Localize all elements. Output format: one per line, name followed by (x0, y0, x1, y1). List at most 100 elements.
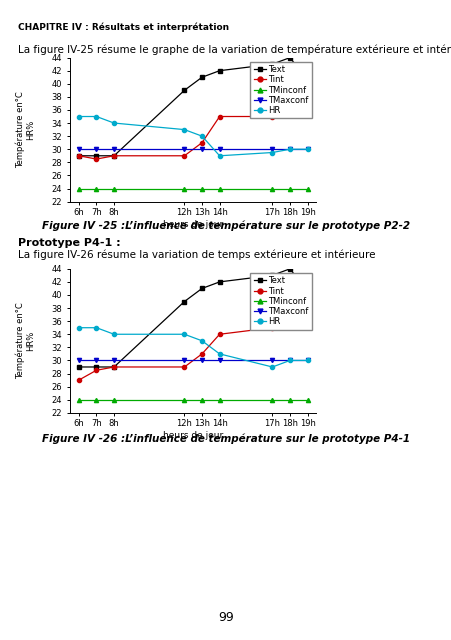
TMinconf (181, 185, 187, 193)
Text: (17, 43): (17, 43) (269, 60, 275, 68)
Tint (181, 152, 187, 159)
TMinconf (216, 185, 222, 193)
Text: (19, 40.5): (19, 40.5) (304, 288, 310, 296)
HR (93, 324, 99, 332)
TMaxconf (199, 356, 204, 364)
Text: (6, 29): (6, 29) (76, 152, 81, 159)
Text: Figure IV -25 :L’influence de température sur le prototype P2-2: Figure IV -25 :L’influence de températur… (42, 221, 409, 231)
Tint (287, 321, 292, 328)
Tint (93, 367, 99, 374)
Text: (8, 29): (8, 29) (111, 363, 116, 371)
TMaxconf (199, 145, 204, 153)
HR (269, 363, 275, 371)
Text: (14, 42): (14, 42) (216, 278, 222, 285)
Text: (14, 42): (14, 42) (216, 67, 222, 74)
Line: TMaxconf: TMaxconf (77, 358, 309, 362)
Line: HR: HR (77, 115, 309, 158)
Tint (304, 321, 310, 328)
Tint (76, 376, 81, 384)
TMaxconf (111, 145, 116, 153)
HR (111, 330, 116, 338)
Legend: Text, Tint, TMinconf, TMaxconf, HR: Text, Tint, TMinconf, TMaxconf, HR (250, 273, 312, 330)
TMaxconf (287, 145, 292, 153)
Line: HR: HR (77, 326, 309, 369)
Tint (269, 113, 275, 120)
TMinconf (269, 396, 275, 404)
HR (287, 145, 292, 153)
X-axis label: heurs de jour: heurs de jour (163, 431, 223, 440)
TMaxconf (216, 356, 222, 364)
Text: (18, 44): (18, 44) (287, 54, 292, 61)
TMaxconf (216, 145, 222, 153)
Text: (12, 39): (12, 39) (181, 86, 187, 94)
HR (76, 113, 81, 120)
Tint (76, 152, 81, 159)
Tint (304, 109, 310, 117)
TMaxconf (111, 356, 116, 364)
Text: (17, 43): (17, 43) (269, 271, 275, 279)
HR (287, 356, 292, 364)
Line: Text: Text (77, 267, 309, 369)
Tint (216, 113, 222, 120)
Y-axis label: Température en°C
HR%: Température en°C HR% (16, 92, 36, 168)
Text: (12, 39): (12, 39) (181, 298, 187, 305)
Text: Prototype P4-1 :: Prototype P4-1 : (18, 238, 120, 248)
TMinconf (287, 396, 292, 404)
Tint (93, 156, 99, 163)
TMinconf (93, 396, 99, 404)
Tint (199, 139, 204, 147)
Legend: Text, Tint, TMinconf, TMaxconf, HR: Text, Tint, TMinconf, TMaxconf, HR (250, 62, 312, 118)
Line: TMaxconf: TMaxconf (77, 147, 309, 151)
Tint (287, 109, 292, 117)
TMaxconf (93, 145, 99, 153)
Text: (7, 29): (7, 29) (93, 152, 99, 159)
TMinconf (304, 396, 310, 404)
HR (181, 330, 187, 338)
TMinconf (76, 396, 81, 404)
Text: (7, 29): (7, 29) (93, 363, 99, 371)
Line: Tint: Tint (77, 111, 309, 161)
HR (216, 350, 222, 358)
TMaxconf (287, 356, 292, 364)
Line: TMinconf: TMinconf (77, 186, 309, 191)
TMaxconf (76, 145, 81, 153)
TMaxconf (76, 356, 81, 364)
Text: (6, 29): (6, 29) (76, 363, 81, 371)
Tint (111, 152, 116, 159)
Text: (18, 44): (18, 44) (287, 265, 292, 273)
HR (304, 356, 310, 364)
Text: (8, 29): (8, 29) (111, 152, 116, 159)
HR (269, 148, 275, 156)
TMinconf (216, 396, 222, 404)
Tint (269, 324, 275, 332)
Tint (181, 363, 187, 371)
TMaxconf (304, 145, 310, 153)
Y-axis label: Température en°C
HR%: Température en°C HR% (16, 303, 36, 379)
TMinconf (287, 185, 292, 193)
TMinconf (93, 185, 99, 193)
Text: CHAPITRE IV : Résultats et interprétation: CHAPITRE IV : Résultats et interprétatio… (18, 22, 229, 32)
HR (93, 113, 99, 120)
Text: La figure IV-26 résume la variation de temps extérieure et intérieure: La figure IV-26 résume la variation de t… (18, 250, 375, 260)
TMaxconf (269, 145, 275, 153)
Line: TMinconf: TMinconf (77, 397, 309, 402)
Line: Tint: Tint (77, 323, 309, 382)
TMinconf (76, 185, 81, 193)
HR (111, 119, 116, 127)
TMinconf (199, 396, 204, 404)
TMaxconf (304, 356, 310, 364)
TMinconf (199, 185, 204, 193)
Text: (13, 41): (13, 41) (199, 74, 204, 81)
HR (199, 132, 204, 140)
Line: Text: Text (77, 56, 309, 158)
Tint (111, 363, 116, 371)
HR (199, 337, 204, 344)
TMinconf (111, 396, 116, 404)
TMinconf (269, 185, 275, 193)
HR (76, 324, 81, 332)
Tint (216, 330, 222, 338)
TMinconf (304, 185, 310, 193)
Text: Figure IV -26 :L’influence de température sur le prototype P4-1: Figure IV -26 :L’influence de températur… (42, 434, 409, 444)
Text: (13, 41): (13, 41) (199, 285, 204, 292)
TMaxconf (269, 356, 275, 364)
